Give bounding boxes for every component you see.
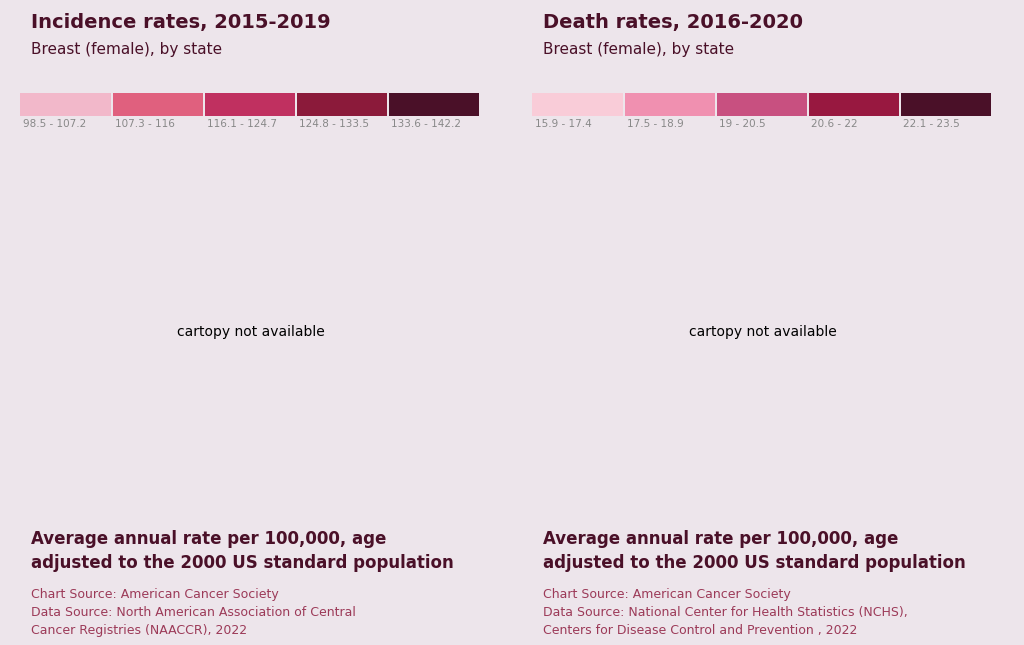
Text: Chart Source: American Cancer Society
Data Source: North American Association of: Chart Source: American Cancer Society Da…	[31, 588, 355, 637]
Text: 19 - 20.5: 19 - 20.5	[719, 119, 766, 129]
Text: 15.9 - 17.4: 15.9 - 17.4	[535, 119, 592, 129]
Text: cartopy not available: cartopy not available	[689, 325, 837, 339]
Text: 107.3 - 116: 107.3 - 116	[115, 119, 175, 129]
Bar	[717, 94, 807, 116]
Bar	[625, 94, 715, 116]
Text: Chart Source: American Cancer Society
Data Source: National Center for Health St: Chart Source: American Cancer Society Da…	[543, 588, 907, 637]
Bar	[113, 94, 203, 116]
Bar	[297, 94, 387, 116]
Bar	[809, 94, 899, 116]
Bar	[532, 94, 623, 116]
Bar	[901, 94, 991, 116]
Text: 116.1 - 124.7: 116.1 - 124.7	[207, 119, 278, 129]
Text: 133.6 - 142.2: 133.6 - 142.2	[391, 119, 462, 129]
Text: Incidence rates, 2015-2019: Incidence rates, 2015-2019	[31, 13, 331, 32]
Text: cartopy not available: cartopy not available	[177, 325, 325, 339]
Text: Average annual rate per 100,000, age
adjusted to the 2000 US standard population: Average annual rate per 100,000, age adj…	[31, 530, 454, 571]
Text: 124.8 - 133.5: 124.8 - 133.5	[299, 119, 370, 129]
Text: Average annual rate per 100,000, age
adjusted to the 2000 US standard population: Average annual rate per 100,000, age adj…	[543, 530, 966, 571]
Text: Death rates, 2016-2020: Death rates, 2016-2020	[543, 13, 803, 32]
Text: Breast (female), by state: Breast (female), by state	[543, 42, 734, 57]
Bar	[205, 94, 295, 116]
Text: 22.1 - 23.5: 22.1 - 23.5	[903, 119, 961, 129]
Text: Breast (female), by state: Breast (female), by state	[31, 42, 222, 57]
Text: 17.5 - 18.9: 17.5 - 18.9	[627, 119, 684, 129]
Text: 20.6 - 22: 20.6 - 22	[811, 119, 858, 129]
Bar	[389, 94, 479, 116]
Bar	[20, 94, 111, 116]
Text: 98.5 - 107.2: 98.5 - 107.2	[23, 119, 86, 129]
